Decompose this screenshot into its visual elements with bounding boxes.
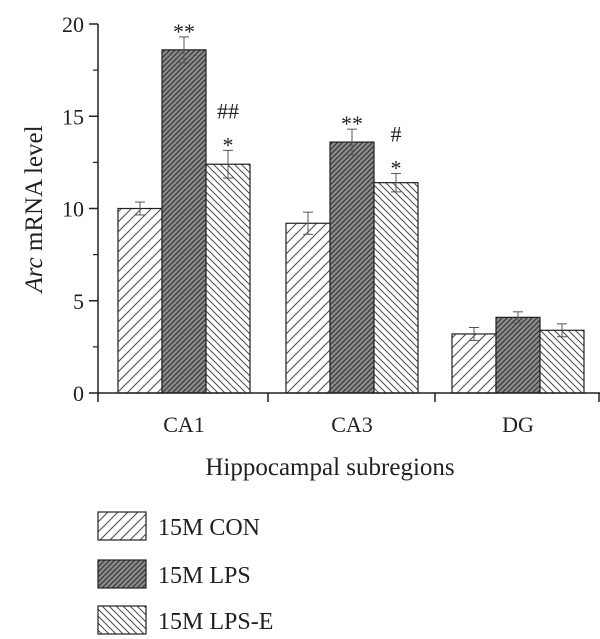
y-tick-label-15: 15	[62, 104, 84, 129]
bar-ca1-15m-lps-e	[205, 163, 251, 394]
annotation-ca1-15m-lps-e-1: ##	[217, 98, 239, 123]
annotation-ca1-15m-lps-e-2: *	[223, 132, 234, 157]
y-tick-label-0: 0	[73, 381, 84, 406]
y-axis-title-italic: Arc	[21, 257, 48, 294]
svg-text:Arc mRNA level: Arc mRNA level	[21, 125, 48, 294]
bar-ca1-15m-con	[117, 207, 163, 394]
x-tick-label-ca3: CA3	[331, 412, 373, 437]
y-tick-label-5: 5	[73, 289, 84, 314]
y-tick-label-20: 20	[62, 12, 84, 37]
y-tick-label-10: 10	[62, 197, 84, 222]
bar-ca3-15m-con	[285, 222, 331, 394]
annotation-ca3-15m-lps-3: **	[341, 111, 363, 136]
y-axis-title: Arc mRNA level	[21, 125, 48, 294]
annotation-ca1-15m-lps-0: **	[173, 19, 195, 44]
x-tick-label-ca1: CA1	[163, 412, 205, 437]
annotation-ca3-15m-lps-e-5: *	[391, 155, 402, 180]
x-tick-label-dg: DG	[502, 412, 534, 437]
legend-label-15m-lps: 15M LPS	[158, 563, 251, 589]
x-axis-title: Hippocampal subregions	[205, 454, 454, 481]
bar-ca3-15m-lps	[329, 141, 375, 394]
bar-ca3-15m-lps-e	[373, 182, 419, 394]
annotation-ca3-15m-lps-e-4: #	[391, 121, 402, 146]
y-axis-title-rest: mRNA level	[21, 125, 48, 257]
bar-dg-15m-con	[451, 333, 497, 394]
legend-label-15m-con: 15M CON	[158, 515, 260, 541]
legend-swatch-15m-con	[97, 511, 147, 541]
bar-dg-15m-lps	[495, 316, 541, 394]
legend-swatch-15m-lps	[97, 559, 147, 589]
bar-ca1-15m-lps	[161, 49, 207, 394]
bar-dg-15m-lps-e	[539, 329, 585, 394]
legend-swatch-15m-lps-e	[97, 605, 147, 635]
legend-label-15m-lps-e: 15M LPS-E	[158, 609, 273, 635]
legend: 15M CON 15M LPS 15M LPS-E	[97, 511, 273, 635]
